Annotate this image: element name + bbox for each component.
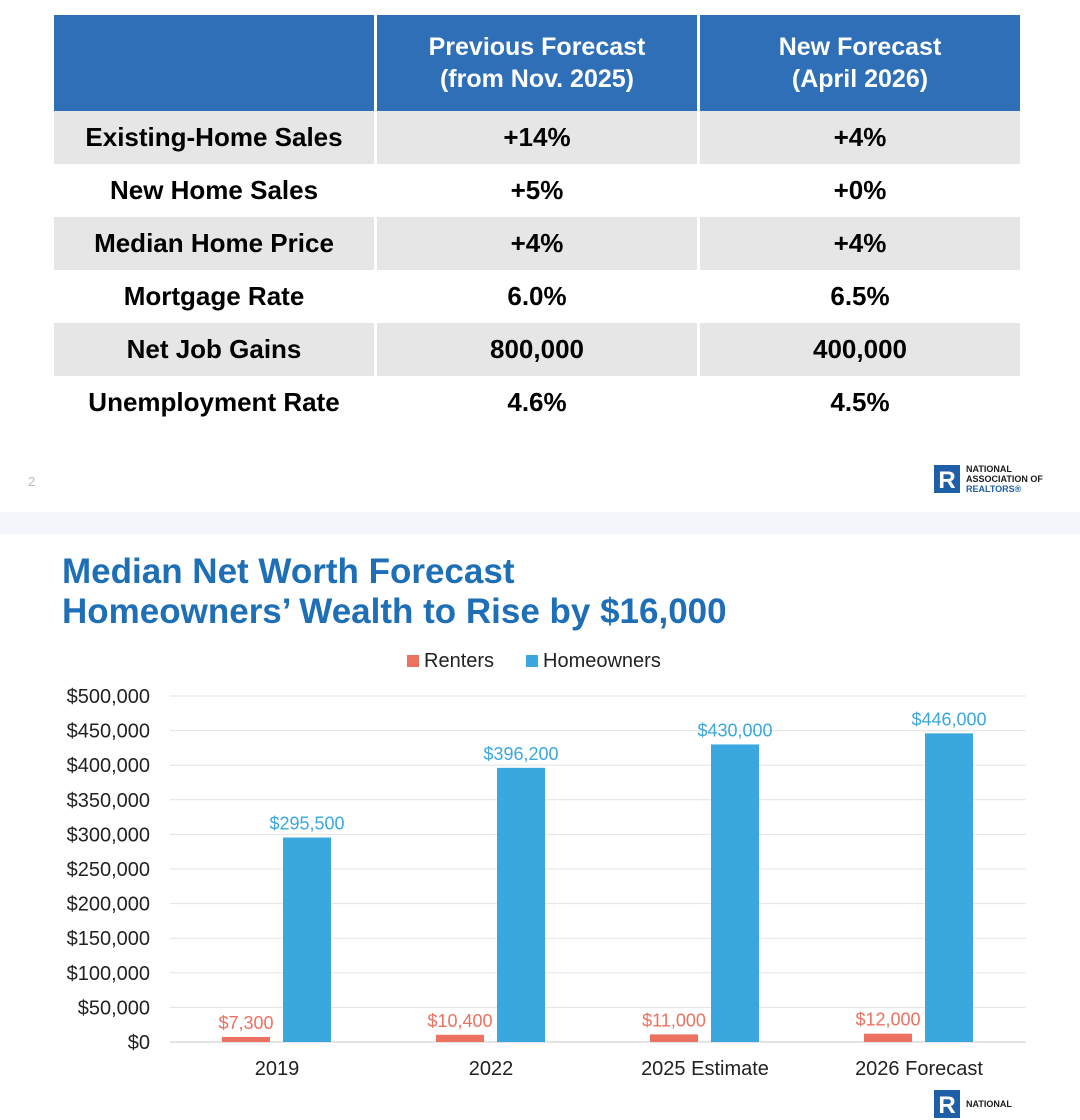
table-cell: +0% [833, 175, 887, 205]
y-tick-label: $350,000 [67, 790, 150, 812]
table-cell: +14% [377, 111, 697, 164]
table-cell: +5% [510, 175, 564, 205]
data-label-renters: $10,400 [427, 1011, 492, 1031]
table-row: Net Job Gains 800,000 400,000 [54, 323, 1020, 376]
y-tick-label: $400,000 [67, 755, 150, 777]
table-cell: +4% [377, 217, 697, 270]
chart-title: Median Net Worth Forecast [62, 552, 515, 591]
y-tick-label: $200,000 [67, 894, 150, 916]
table-row-label: Net Job Gains [54, 323, 374, 376]
nar-logo: R NATIONAL ASSOCIATION OF REALTORS® [934, 464, 1043, 494]
table-row-label: Median Home Price [54, 217, 374, 270]
table-row: Unemployment Rate 4.6% 4.5% [54, 376, 1020, 429]
table-row-label: Mortgage Rate [123, 281, 305, 311]
table-header-cell: New Forecast (April 2026) [700, 15, 1020, 111]
forecast-table: Previous Forecast (from Nov. 2025) New Fo… [54, 15, 1020, 429]
nar-logo-bottom-icon: R [934, 1090, 960, 1119]
table-row-label: Existing-Home Sales [54, 111, 374, 164]
bar-homeowners [497, 767, 545, 1042]
table-cell: 4.5% [830, 387, 890, 417]
slide-separator [0, 512, 1080, 534]
table-header-row: Previous Forecast (from Nov. 2025) New Fo… [54, 15, 1020, 111]
bar-homeowners [711, 744, 759, 1042]
table-row: New Home Sales +5% +0% [54, 164, 1020, 217]
nar-logo-bottom: R NATIONAL [934, 1090, 1012, 1119]
nar-logo-icon: R [934, 465, 960, 494]
y-tick-label: $450,000 [67, 721, 150, 743]
y-tick-label: $300,000 [67, 824, 150, 846]
net-worth-chart: $0 $50,000 $100,000 $150,000 $200,000 $250,00… [67, 650, 1026, 1080]
y-tick-label: $50,000 [78, 997, 150, 1019]
table-cell: 6.5% [830, 281, 890, 311]
legend-label-renters: Renters [424, 650, 494, 672]
data-label-homeowners: $430,000 [697, 720, 772, 740]
table-row-label: New Home Sales [109, 175, 319, 205]
data-label-renters: $12,000 [855, 1010, 920, 1030]
table-cell: 400,000 [700, 323, 1020, 376]
bar-renters [650, 1034, 698, 1042]
x-tick-label: 2025 Estimate [641, 1058, 769, 1080]
legend-swatch-renters [407, 655, 419, 667]
table-header-cell [54, 15, 374, 111]
bar-renters [436, 1034, 484, 1042]
data-label-homeowners: $446,000 [911, 709, 986, 729]
bar-renters [222, 1036, 270, 1042]
table-cell: 800,000 [377, 323, 697, 376]
data-label-renters: $7,300 [218, 1013, 273, 1033]
bar-homeowners [925, 733, 973, 1042]
page-number: 2 [28, 474, 36, 489]
bar-renters [864, 1033, 912, 1042]
y-tick-label: $100,000 [67, 963, 150, 985]
x-tick-label: 2026 Forecast [855, 1058, 983, 1080]
x-tick-label: 2019 [255, 1058, 300, 1080]
table-cell: 6.0% [507, 281, 567, 311]
nar-logo-text: NATIONAL ASSOCIATION OF REALTORS® [966, 464, 1043, 494]
table-header-cell: Previous Forecast (from Nov. 2025) [377, 15, 697, 111]
chart-title-block: Median Net Worth Forecast Homeowners’ We… [62, 552, 727, 632]
legend-label-homeowners: Homeowners [543, 650, 661, 672]
table-row: Existing-Home Sales +14% +4% [54, 111, 1020, 164]
table-row: Mortgage Rate 6.0% 6.5% [54, 270, 1020, 323]
y-tick-label: $500,000 [67, 686, 150, 708]
y-tick-label: $250,000 [67, 859, 150, 881]
y-tick-label: $0 [128, 1032, 150, 1054]
net-worth-slide: Median Net Worth Forecast Homeowners’ We… [0, 534, 1080, 1119]
x-tick-label: 2022 [469, 1058, 514, 1080]
legend-swatch-homeowners [526, 655, 538, 667]
nar-logo-bottom-text: NATIONAL [966, 1099, 1012, 1109]
table-row-label: Unemployment Rate [88, 387, 340, 417]
data-label-homeowners: $295,500 [269, 814, 344, 834]
forecast-slide: Previous Forecast (from Nov. 2025) New Fo… [0, 0, 1080, 512]
table-cell: 4.6% [507, 387, 567, 417]
y-tick-label: $150,000 [67, 928, 150, 950]
table-cell: +4% [700, 217, 1020, 270]
table-cell: +4% [700, 111, 1020, 164]
bar-homeowners [283, 837, 331, 1042]
data-label-homeowners: $396,200 [483, 744, 558, 764]
data-label-renters: $11,000 [642, 1010, 706, 1030]
table-row: Median Home Price +4% +4% [54, 217, 1020, 270]
chart-subtitle: Homeowners’ Wealth to Rise by $16,000 [62, 592, 727, 631]
